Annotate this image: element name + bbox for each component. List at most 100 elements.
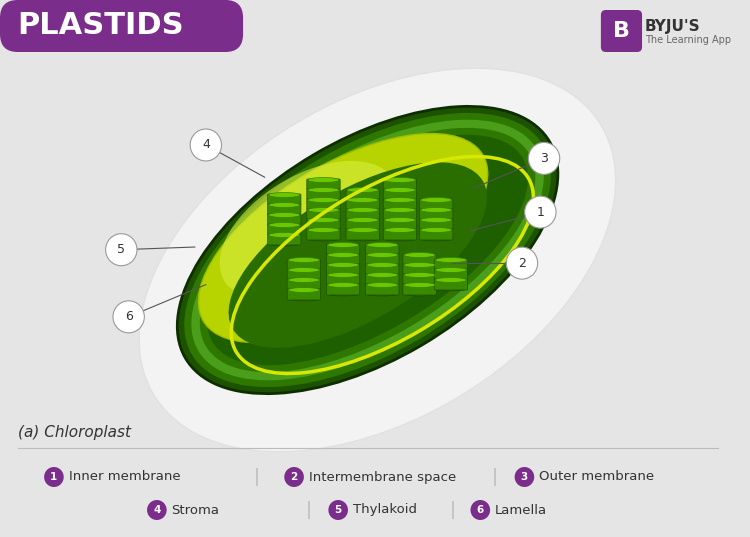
Ellipse shape (421, 198, 452, 202)
Ellipse shape (384, 187, 416, 191)
Ellipse shape (384, 207, 416, 211)
Ellipse shape (404, 262, 435, 266)
Ellipse shape (308, 207, 339, 211)
Circle shape (113, 301, 144, 333)
Text: |: | (450, 501, 456, 519)
FancyBboxPatch shape (403, 284, 436, 295)
Ellipse shape (177, 106, 558, 394)
Ellipse shape (384, 237, 416, 241)
Text: 6: 6 (477, 505, 484, 515)
Text: 2: 2 (290, 472, 298, 482)
FancyBboxPatch shape (403, 274, 436, 285)
FancyBboxPatch shape (366, 284, 399, 295)
Ellipse shape (421, 207, 452, 211)
FancyBboxPatch shape (419, 209, 453, 220)
FancyBboxPatch shape (383, 189, 416, 200)
Ellipse shape (347, 207, 378, 213)
Ellipse shape (268, 202, 300, 206)
Ellipse shape (435, 267, 466, 272)
Text: B: B (613, 21, 630, 41)
Ellipse shape (367, 252, 398, 257)
Ellipse shape (308, 207, 339, 213)
FancyBboxPatch shape (346, 219, 380, 230)
FancyBboxPatch shape (268, 234, 301, 245)
FancyBboxPatch shape (326, 274, 360, 285)
Text: Thylakoid: Thylakoid (353, 504, 417, 517)
Ellipse shape (384, 217, 416, 222)
Ellipse shape (184, 113, 551, 387)
Text: Lamella: Lamella (495, 504, 548, 517)
Text: 2: 2 (518, 257, 526, 270)
FancyBboxPatch shape (434, 259, 467, 270)
Text: (a) Chloroplast: (a) Chloroplast (18, 425, 130, 439)
FancyBboxPatch shape (366, 244, 399, 255)
Ellipse shape (384, 207, 416, 213)
Ellipse shape (404, 282, 435, 287)
Ellipse shape (367, 263, 398, 267)
FancyBboxPatch shape (326, 264, 360, 275)
FancyBboxPatch shape (287, 259, 320, 270)
Ellipse shape (328, 282, 358, 286)
Text: |: | (492, 468, 498, 486)
Ellipse shape (191, 120, 544, 380)
Ellipse shape (328, 262, 358, 266)
Ellipse shape (200, 128, 536, 372)
FancyBboxPatch shape (383, 229, 416, 240)
Ellipse shape (268, 212, 300, 216)
FancyBboxPatch shape (346, 209, 380, 220)
Ellipse shape (384, 198, 416, 202)
Ellipse shape (207, 135, 528, 365)
Ellipse shape (308, 198, 339, 202)
FancyBboxPatch shape (383, 209, 416, 220)
Ellipse shape (404, 272, 435, 278)
Ellipse shape (404, 292, 435, 296)
Ellipse shape (328, 252, 358, 256)
FancyBboxPatch shape (419, 219, 453, 230)
FancyBboxPatch shape (307, 219, 340, 230)
Ellipse shape (435, 277, 466, 281)
Ellipse shape (435, 267, 466, 271)
Text: 5: 5 (117, 243, 125, 256)
Ellipse shape (328, 282, 358, 287)
Ellipse shape (367, 282, 398, 287)
Text: Outer membrane: Outer membrane (539, 470, 654, 483)
Ellipse shape (268, 213, 300, 217)
FancyBboxPatch shape (307, 189, 340, 200)
Text: BYJU'S: BYJU'S (645, 18, 700, 33)
Ellipse shape (367, 243, 398, 248)
Ellipse shape (421, 227, 452, 231)
FancyBboxPatch shape (287, 289, 320, 300)
Ellipse shape (404, 263, 435, 267)
Ellipse shape (308, 187, 339, 191)
Circle shape (470, 500, 490, 520)
FancyBboxPatch shape (268, 214, 301, 225)
Ellipse shape (268, 222, 300, 228)
Ellipse shape (308, 197, 339, 201)
Ellipse shape (421, 207, 452, 213)
Ellipse shape (347, 217, 378, 221)
Ellipse shape (308, 217, 339, 222)
Text: 6: 6 (124, 310, 133, 323)
Ellipse shape (268, 233, 300, 237)
FancyBboxPatch shape (268, 204, 301, 215)
Ellipse shape (347, 237, 378, 241)
Circle shape (106, 234, 137, 266)
Ellipse shape (367, 272, 398, 276)
Ellipse shape (421, 228, 452, 233)
Text: Intermembrane space: Intermembrane space (309, 470, 456, 483)
FancyBboxPatch shape (366, 254, 399, 265)
FancyBboxPatch shape (287, 269, 320, 280)
FancyBboxPatch shape (287, 279, 320, 290)
Ellipse shape (199, 134, 488, 343)
Ellipse shape (384, 187, 416, 192)
FancyBboxPatch shape (268, 224, 301, 235)
Ellipse shape (328, 272, 358, 276)
FancyBboxPatch shape (307, 179, 340, 190)
FancyBboxPatch shape (383, 219, 416, 230)
Ellipse shape (288, 287, 320, 293)
FancyBboxPatch shape (434, 269, 467, 280)
Ellipse shape (288, 277, 320, 281)
Ellipse shape (384, 197, 416, 201)
Ellipse shape (308, 217, 339, 221)
Text: 1: 1 (50, 472, 58, 482)
